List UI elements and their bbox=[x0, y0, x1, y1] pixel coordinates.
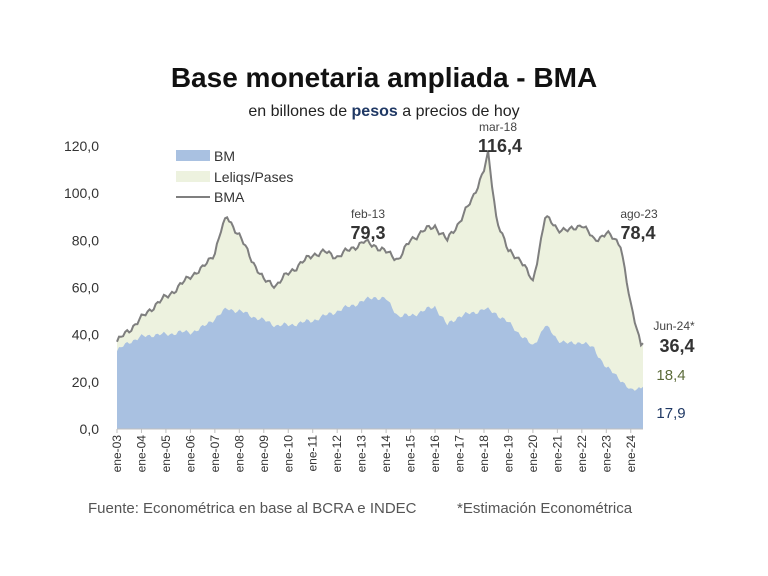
y-tick-label: 120,0 bbox=[64, 138, 99, 154]
annotation-value-feb13: 79,3 bbox=[350, 223, 385, 243]
y-tick-label: 60,0 bbox=[72, 280, 99, 296]
x-tick-label: ene-20 bbox=[526, 435, 540, 473]
y-tick-label: 0,0 bbox=[80, 421, 100, 437]
x-tick-label: ene-15 bbox=[404, 435, 418, 473]
x-tick-label: ene-10 bbox=[281, 435, 295, 473]
x-tick-label: ene-21 bbox=[550, 435, 564, 473]
source-note: Fuente: Econométrica en base al BCRA e I… bbox=[88, 500, 417, 517]
annotation-value-jun24: 36,4 bbox=[659, 336, 694, 356]
x-tick-label: ene-08 bbox=[232, 435, 246, 473]
legend-swatch-bm bbox=[176, 150, 210, 161]
bm-area bbox=[117, 296, 643, 429]
x-tick-label: ene-04 bbox=[134, 435, 148, 473]
x-tick-label: ene-11 bbox=[306, 435, 320, 472]
subtitle-highlight: pesos bbox=[351, 103, 398, 120]
annotation-value-ago23: 78,4 bbox=[620, 223, 655, 243]
annotation-date-mar18: mar-18 bbox=[479, 120, 517, 134]
x-tick-label: ene-17 bbox=[453, 435, 467, 473]
x-tick-label: ene-16 bbox=[428, 435, 442, 473]
x-tick-label: ene-19 bbox=[501, 435, 515, 473]
annotation-date-feb13: feb-13 bbox=[351, 207, 385, 221]
x-tick-label: ene-18 bbox=[477, 435, 491, 473]
annotation-value-bm: 17,9 bbox=[656, 405, 685, 422]
subtitle-after: a precios de hoy bbox=[397, 103, 520, 120]
x-tick-label: ene-22 bbox=[575, 435, 589, 473]
x-tick-label: ene-06 bbox=[183, 435, 197, 473]
y-tick-label: 40,0 bbox=[72, 327, 99, 343]
legend-swatch-leliqs bbox=[176, 171, 210, 182]
x-tick-label: ene-13 bbox=[355, 435, 369, 473]
annotation-value-mar18: 116,4 bbox=[478, 136, 522, 156]
subtitle-before: en billones de bbox=[248, 103, 352, 120]
x-tick-label: ene-05 bbox=[159, 435, 173, 473]
annotation-date-ago23: ago-23 bbox=[620, 207, 658, 221]
x-tick-label: ene-09 bbox=[257, 435, 271, 473]
chart-title: Base monetaria ampliada - BMA bbox=[170, 62, 598, 93]
annotation-value-leliqs: 18,4 bbox=[656, 367, 685, 384]
x-tick-label: ene-24 bbox=[624, 435, 638, 473]
chart-subtitle: en billones de pesos a precios de hoy bbox=[0, 103, 768, 121]
legend-label-bma: BMA bbox=[214, 189, 245, 205]
y-tick-label: 80,0 bbox=[72, 232, 99, 248]
y-tick-label: 100,0 bbox=[64, 185, 99, 201]
annotation-date-jun24: Jun-24* bbox=[653, 319, 695, 333]
legend-label-bm: BM bbox=[214, 148, 235, 164]
y-tick-label: 20,0 bbox=[72, 374, 99, 390]
estimation-note: *Estimación Econométrica bbox=[457, 500, 633, 517]
x-tick-label: ene-23 bbox=[599, 435, 613, 473]
x-tick-label: ene-03 bbox=[110, 435, 124, 473]
x-tick-label: ene-12 bbox=[330, 435, 344, 473]
x-tick-label: ene-07 bbox=[208, 435, 222, 473]
bma-line bbox=[116, 150, 644, 348]
x-tick-label: ene-14 bbox=[379, 435, 393, 473]
legend-label-leliqs: Leliqs/Pases bbox=[214, 169, 293, 185]
